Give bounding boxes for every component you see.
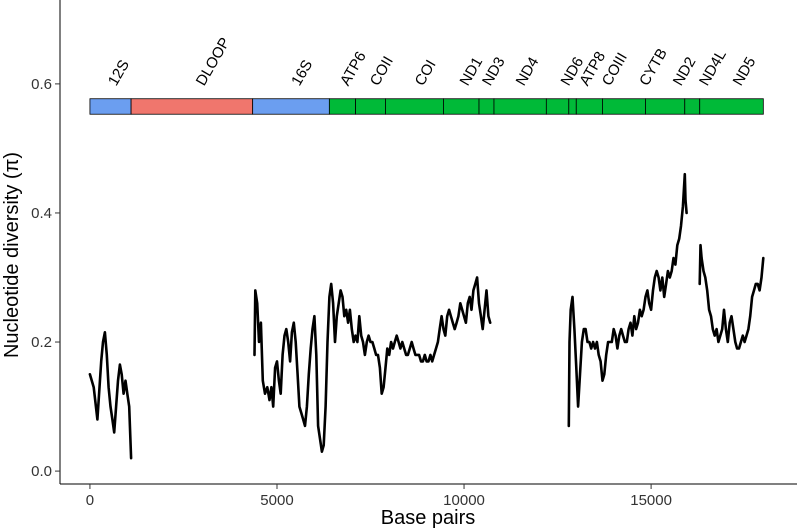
- axes: 0 5000 10000 15000 0.0 0.2 0.4 0.6: [31, 0, 797, 509]
- y-tick-label: 0.6: [31, 76, 52, 93]
- gene-block-nd1: [443, 98, 480, 115]
- gene-block-coi: [385, 98, 444, 115]
- y-tick-label: 0.0: [31, 463, 52, 480]
- gene-block-atp8: [568, 98, 577, 115]
- gene-label-coi: COI: [412, 57, 440, 89]
- x-tick-label: 0: [86, 492, 94, 509]
- gene-label-nd2: ND2: [670, 54, 700, 88]
- gene-annotation-bar: [89, 98, 764, 115]
- gene-label-16s: 16S: [288, 57, 316, 89]
- gene-label-nd3: ND3: [479, 54, 509, 88]
- gene-block-nd2: [645, 98, 686, 115]
- y-axis-title: Nucleotide diversity (π): [1, 152, 23, 358]
- gene-label-cytb: CYTB: [636, 46, 671, 89]
- gene-label-nd4: ND4: [513, 54, 543, 88]
- x-tick-label: 10000: [443, 492, 485, 509]
- gene-block-16s: [252, 98, 330, 115]
- gene-block-atp6: [328, 98, 356, 115]
- gene-label-nd5: ND5: [730, 54, 760, 88]
- diversity-line-segment-1: [88, 331, 133, 460]
- diversity-line-segment-3: [567, 172, 688, 428]
- gene-block-nd5: [699, 98, 764, 115]
- y-tick-label: 0.2: [31, 334, 52, 351]
- diversity-line-segment-2: [253, 276, 492, 453]
- gene-label-dloop: DLOOP: [193, 35, 234, 89]
- gene-block-nd4: [493, 98, 547, 115]
- y-tick-label: 0.4: [31, 205, 52, 222]
- x-tick-label: 5000: [260, 492, 293, 509]
- gene-block-nd6: [545, 98, 570, 115]
- diversity-series: [88, 172, 765, 460]
- gene-label-atp6: ATP6: [337, 49, 370, 89]
- gene-block-coii: [355, 98, 386, 115]
- gene-block-dloop: [130, 98, 254, 115]
- gene-block-coiii: [575, 98, 603, 115]
- x-tick-label: 15000: [630, 492, 672, 509]
- gene-label-nd1: ND1: [457, 54, 487, 88]
- gene-block-nd4l: [684, 98, 701, 115]
- gene-label-coii: COII: [367, 54, 397, 89]
- gene-block-cytb: [602, 98, 646, 115]
- gene-block-12s: [89, 98, 132, 115]
- diversity-line-segment-4: [698, 243, 765, 350]
- gene-label-12s: 12S: [105, 57, 133, 89]
- gene-block-nd3: [478, 98, 495, 115]
- gene-label-nd4l: ND4L: [696, 47, 730, 89]
- x-axis-title: Base pairs: [381, 507, 476, 529]
